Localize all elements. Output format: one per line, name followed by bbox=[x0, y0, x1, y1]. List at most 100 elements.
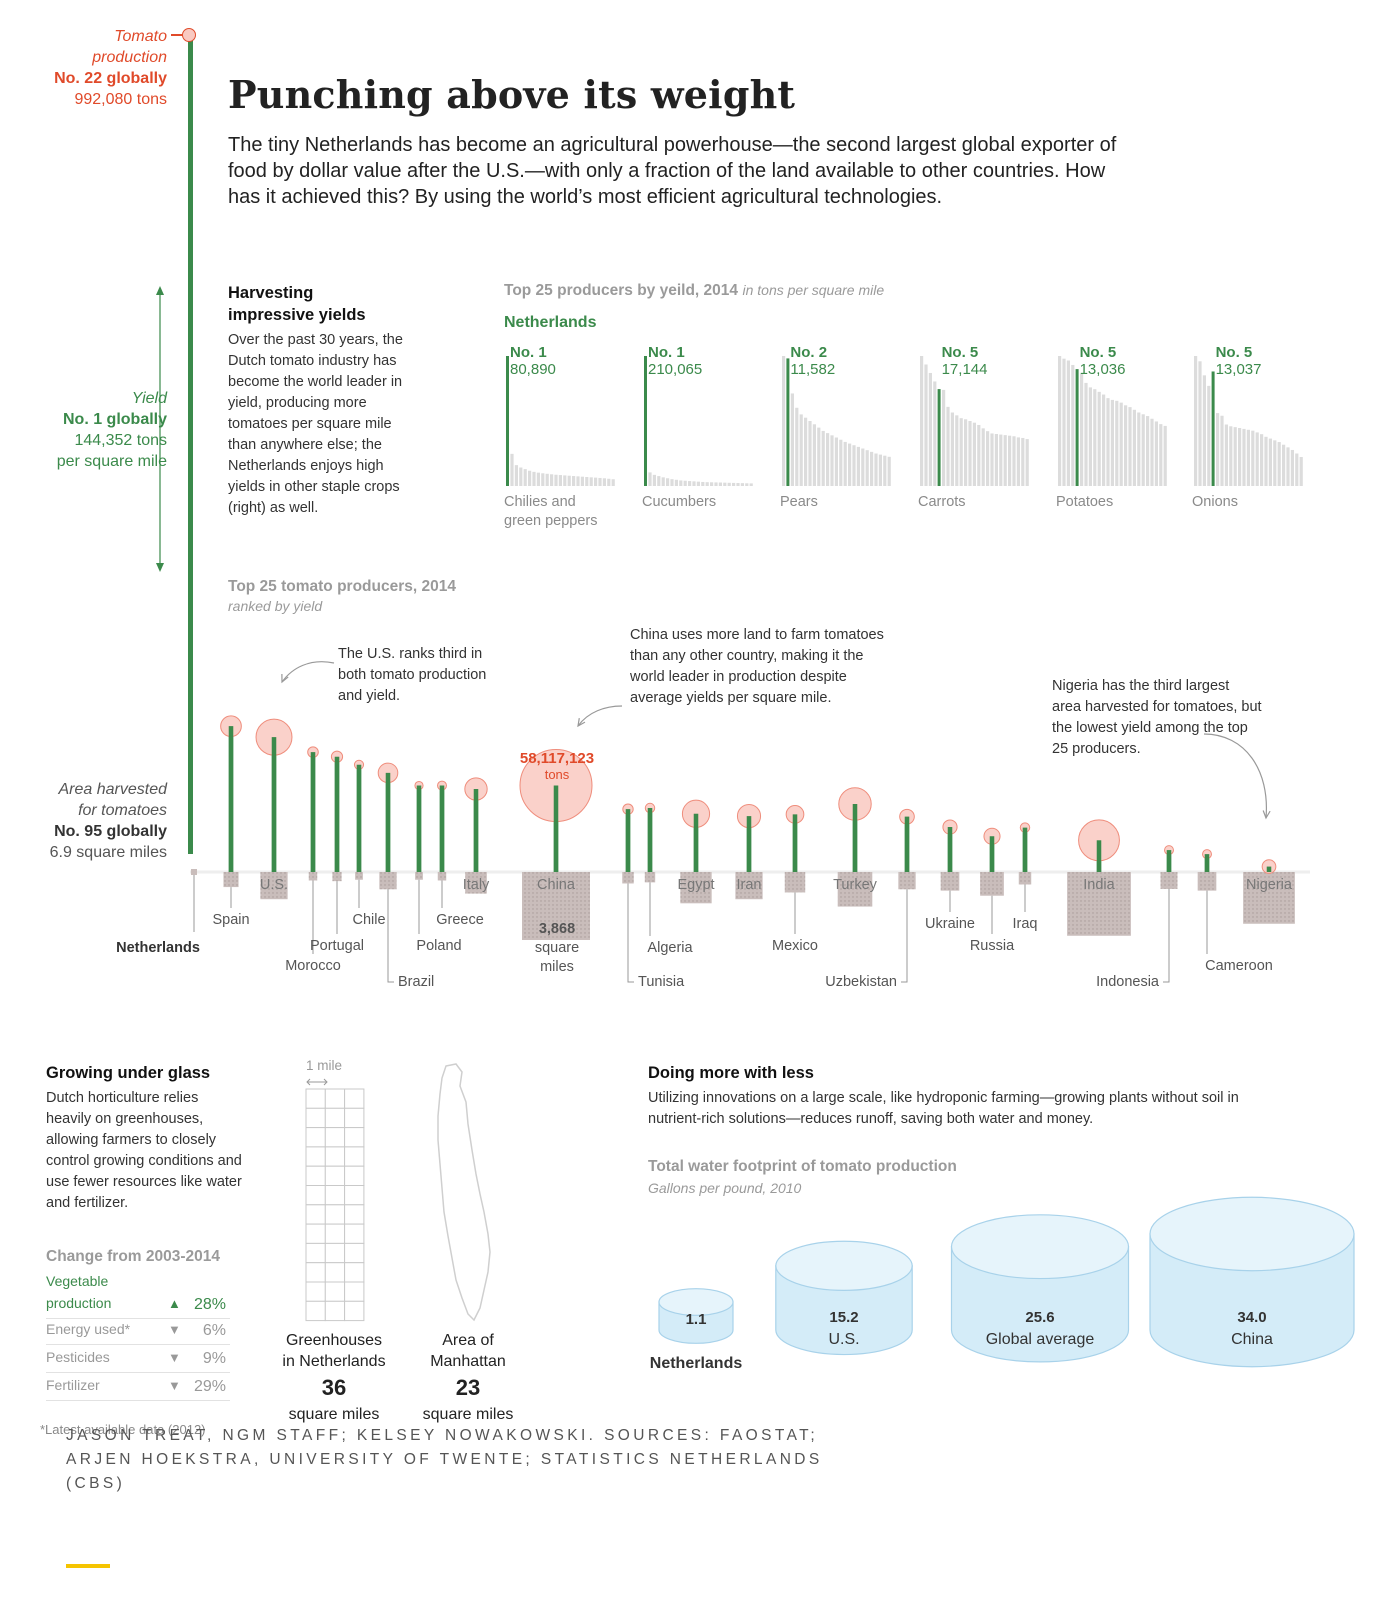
water-cylinder-2: 25.6 Global average bbox=[950, 1214, 1130, 1363]
crop-bar-netherlands bbox=[1211, 371, 1215, 486]
crop-bar bbox=[968, 421, 972, 486]
greenhouse-cell bbox=[324, 1281, 346, 1302]
crop-bar bbox=[1058, 356, 1062, 486]
china-area-value: 3,868 bbox=[538, 921, 576, 937]
crop-name-line1: Potatoes bbox=[1056, 494, 1114, 510]
crop-bar bbox=[1295, 453, 1299, 486]
crop-bar bbox=[598, 477, 602, 486]
glass-body: Dutch horticulture relies heavily on gre… bbox=[46, 1090, 242, 1211]
country-label: Tunisia bbox=[638, 974, 685, 990]
greenhouse-cell bbox=[344, 1300, 365, 1322]
crop-name: Potatoes bbox=[1056, 493, 1113, 512]
crop-bar bbox=[955, 415, 959, 486]
water-chart-subtitle: Gallons per pound, 2010 bbox=[648, 1180, 802, 1196]
credit-line: JASON TREAT, NGM STAFF; KELSEY NOWAKOWSK… bbox=[66, 1427, 823, 1492]
crop-bar bbox=[874, 453, 878, 486]
crop-bar bbox=[924, 364, 928, 486]
yield-chart-title: Top 25 producers by yeild, 2014 in tons … bbox=[504, 282, 884, 300]
area-box-Italy bbox=[465, 872, 487, 894]
crop-bar bbox=[718, 482, 722, 486]
yield-rank: No. 1 globally bbox=[62, 411, 167, 428]
greenhouse-cell bbox=[305, 1165, 326, 1186]
crop-bar bbox=[1220, 415, 1224, 486]
crop-bar bbox=[745, 483, 749, 486]
crop-value: 11,582 bbox=[790, 361, 836, 378]
leader-line bbox=[1163, 888, 1170, 983]
crop-bar bbox=[648, 472, 652, 486]
crop-bar bbox=[1021, 437, 1025, 486]
water-cylinder-1: 15.2 U.S. bbox=[775, 1240, 913, 1356]
crop-bar bbox=[550, 474, 554, 486]
crop-bar bbox=[1097, 391, 1101, 486]
change-title: Change from 2003-2014 bbox=[46, 1248, 221, 1265]
greenhouse-cell bbox=[324, 1107, 346, 1129]
crop-bar bbox=[1124, 405, 1128, 486]
crop-panel-3 bbox=[920, 356, 1029, 486]
water-category-label: U.S. bbox=[828, 1331, 859, 1348]
crop-rank-label: No. 5 17,144 bbox=[942, 344, 988, 378]
crop-bar bbox=[679, 480, 683, 486]
crop-bar bbox=[1012, 436, 1016, 486]
crop-bar bbox=[1207, 385, 1211, 486]
crop-bar bbox=[852, 445, 856, 486]
change-label-line2: production bbox=[46, 1295, 112, 1311]
crop-bar bbox=[959, 418, 963, 486]
nigeria-annotation-arrow-icon bbox=[1203, 733, 1268, 819]
country-label: Indonesia bbox=[1096, 974, 1160, 990]
area-box-Uzbekistan bbox=[898, 872, 916, 890]
crop-bar bbox=[541, 473, 545, 486]
crop-bar bbox=[1238, 428, 1242, 486]
crop-bar bbox=[1088, 387, 1092, 486]
crop-name-line2: green peppers bbox=[504, 513, 598, 529]
crop-bar bbox=[1093, 389, 1097, 486]
crop-bar bbox=[1119, 402, 1123, 486]
netherlands-highlight-label: Netherlands bbox=[504, 314, 597, 331]
nigeria-annotation-arrow-icon-head bbox=[1262, 810, 1271, 820]
greenhouse-cell bbox=[344, 1185, 365, 1206]
crop-value: 210,065 bbox=[648, 361, 703, 378]
greenhouse-unit: square miles bbox=[288, 1406, 380, 1423]
china-annotation-arrow-icon-head bbox=[577, 718, 586, 728]
less-body: Utilizing innovations on a large scale, … bbox=[648, 1090, 1239, 1127]
greenhouse-cell bbox=[305, 1223, 326, 1244]
crop-bar bbox=[1110, 399, 1114, 486]
crop-bar bbox=[986, 431, 990, 486]
crop-bar bbox=[607, 478, 611, 486]
area-box-Tunisia bbox=[622, 872, 634, 884]
crop-bar bbox=[1115, 400, 1119, 486]
greenhouse-cell bbox=[344, 1242, 365, 1264]
crop-name-line1: Carrots bbox=[918, 494, 966, 510]
crop-bar bbox=[1008, 435, 1012, 486]
down-arrow-icon: ▼ bbox=[168, 1378, 181, 1393]
crop-bar bbox=[839, 439, 843, 486]
area-box-China bbox=[522, 872, 590, 940]
greenhouse-cell bbox=[305, 1300, 326, 1322]
greenhouse-cell bbox=[324, 1300, 346, 1322]
crop-bar bbox=[812, 424, 816, 486]
crop-bar bbox=[545, 473, 549, 486]
china-production-label: 58,117,123 tons bbox=[498, 750, 616, 782]
greenhouse-grid bbox=[305, 1088, 365, 1322]
crop-bar bbox=[942, 389, 946, 486]
country-label: Poland bbox=[416, 938, 461, 954]
country-label: Uzbekistan bbox=[825, 974, 897, 990]
crop-bar bbox=[1246, 429, 1250, 486]
crop-bar bbox=[1299, 457, 1303, 486]
water-chart: 1.1 Netherlands 15.2 U.S. 25.6 Global average… bbox=[650, 1196, 1355, 1372]
row-divider bbox=[46, 1372, 230, 1373]
crop-rank: No. 5 bbox=[941, 344, 979, 361]
crop-bar bbox=[826, 433, 830, 486]
greenhouse-cell bbox=[344, 1088, 365, 1109]
yield-chart-subtitle: in tons per square mile bbox=[742, 282, 885, 298]
greenhouse-cell bbox=[305, 1088, 326, 1109]
change-row-label: Pesticides bbox=[46, 1346, 110, 1368]
down-arrow-icon: ▼ bbox=[168, 1350, 181, 1365]
country-label: Turkey bbox=[833, 877, 878, 893]
water-value-label: 15.2 bbox=[829, 1309, 858, 1326]
crop-bar bbox=[572, 476, 576, 486]
crop-panel-2 bbox=[782, 356, 891, 486]
greenhouse-cell bbox=[344, 1146, 365, 1167]
crop-bar bbox=[1163, 425, 1167, 486]
crop-rank: No. 2 bbox=[790, 344, 828, 361]
area-box-Morocco bbox=[308, 872, 318, 881]
